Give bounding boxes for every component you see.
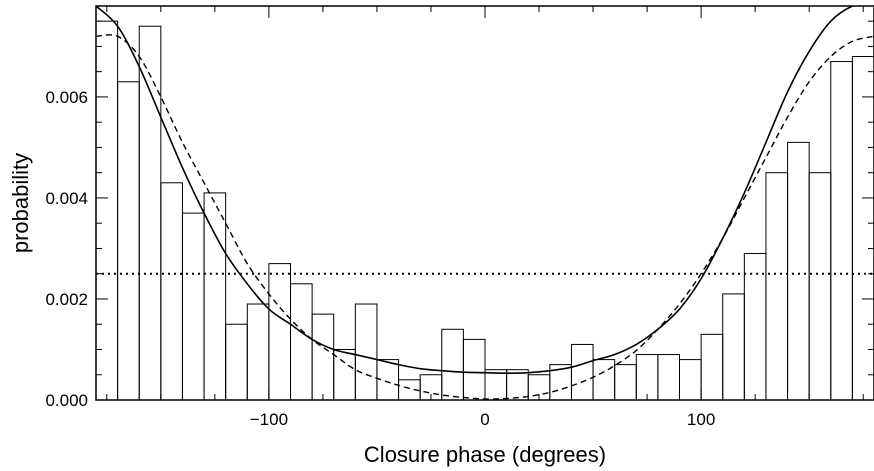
histogram-bar (462, 338, 486, 401)
y-tick-labels: 0.000 0.002 0.004 0.006 (45, 88, 88, 410)
histogram-bar (679, 359, 702, 401)
histogram-bar (635, 354, 659, 401)
histogram-bar (333, 348, 356, 401)
histogram-bar (787, 141, 810, 401)
histogram-bar (722, 293, 745, 401)
histogram-bar (160, 182, 183, 401)
x-tick-labels: −100 0 100 (250, 410, 716, 429)
histogram-bar (743, 253, 767, 401)
histogram-bar (441, 328, 464, 401)
histogram-bar (181, 212, 205, 401)
x-tick-label: 0 (480, 410, 489, 429)
histogram-bar (830, 61, 853, 401)
histogram-bar (657, 354, 681, 401)
histogram-bar (506, 369, 529, 401)
histogram-bar (851, 56, 874, 401)
y-tick-label: 0.004 (45, 189, 88, 208)
histogram-bar (570, 343, 594, 401)
y-axis-label: probability (8, 153, 33, 253)
histogram-bar (700, 333, 724, 401)
histogram-bar (808, 172, 832, 401)
solid-curve (96, 6, 855, 375)
histogram-bar (138, 25, 162, 401)
x-tick-label: −100 (250, 410, 288, 429)
histogram-bar (95, 20, 119, 401)
histogram-bar (290, 283, 313, 401)
histogram-bar (592, 359, 616, 401)
axis-ticks (96, 6, 874, 400)
y-tick-label: 0.006 (45, 88, 88, 107)
histogram-bar (354, 303, 378, 401)
histogram-bar (311, 313, 335, 401)
histogram-bars (95, 20, 874, 401)
histogram-bar (117, 81, 140, 401)
histogram-bar (614, 364, 637, 401)
histogram-bar (765, 172, 789, 401)
x-tick-label: 100 (687, 410, 715, 429)
histogram-bar (225, 323, 248, 401)
histogram-bar (484, 369, 508, 401)
histogram-bar (268, 263, 291, 401)
x-axis-label: Closure phase (degrees) (364, 442, 606, 467)
y-tick-label: 0.000 (45, 391, 88, 410)
histogram-bar (246, 303, 270, 401)
y-tick-label: 0.002 (45, 290, 88, 309)
histogram-bar (203, 192, 227, 401)
